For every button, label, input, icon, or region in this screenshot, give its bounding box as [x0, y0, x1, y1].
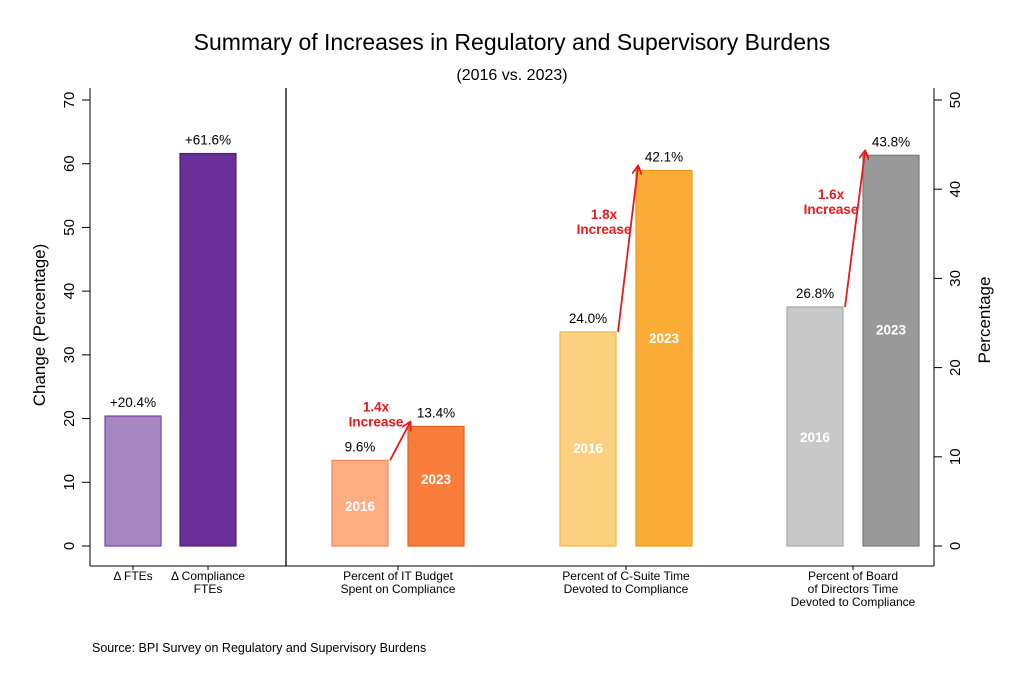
chart-subtitle: (2016 vs. 2023): [456, 67, 567, 84]
bar-year-label: 2023: [876, 323, 907, 338]
bar-compliance-fte: [179, 152, 237, 547]
bar-2016: [786, 306, 844, 547]
right-tick-label: 30: [947, 270, 964, 287]
left-axis-label: Change (Percentage): [30, 244, 49, 407]
right-tick-label: 10: [947, 448, 964, 465]
increase-annotation: 1.8x Increase: [577, 207, 632, 237]
bar-fte: [104, 415, 162, 547]
x-category-label: Percent of IT Budget Spent on Compliance: [341, 569, 456, 596]
left-tick-label: 60: [61, 155, 78, 172]
x-category-label: Δ Compliance FTEs: [171, 569, 245, 596]
x-category-label: Percent of C-Suite Time Devoted to Compli…: [562, 569, 690, 596]
bar-2023: [862, 154, 920, 547]
bar-year-label: 2023: [649, 331, 680, 346]
right-tick-label: 50: [947, 92, 964, 109]
bar-year-label: 2016: [345, 499, 376, 514]
bar-2016: [331, 459, 389, 547]
x-category-label: Δ FTEs: [113, 569, 152, 583]
right-tick-label: 0: [947, 542, 964, 550]
x-category-label: Percent of Board of Directors Time Devoted…: [791, 569, 916, 609]
plot-area: 0 10 20 30 40 50 60 70 Change (Percentage) 0 10 20 3…: [30, 88, 994, 609]
left-tick-label: 0: [61, 542, 78, 550]
right-tick-label: 20: [947, 359, 964, 376]
right-axis-label: Percentage: [975, 277, 994, 364]
left-tick-label: 70: [61, 92, 78, 109]
bar-year-label: 2016: [800, 430, 831, 445]
left-tick-label: 30: [61, 347, 78, 364]
right-tick-label: 40: [947, 181, 964, 198]
bar-value-label: 24.0%: [569, 311, 607, 326]
left-tick-label: 20: [61, 410, 78, 427]
bar-2023: [407, 425, 465, 547]
left-tick-label: 50: [61, 219, 78, 236]
increase-arrow: [389, 422, 410, 461]
bar-value-label: +61.6%: [185, 133, 231, 148]
bar-year-label: 2023: [421, 472, 452, 487]
bar-value-label: 42.1%: [645, 149, 683, 164]
increase-annotation: 1.6x Increase: [804, 187, 859, 217]
left-tick-label: 40: [61, 283, 78, 300]
bar-value-label: 13.4%: [417, 405, 455, 420]
bar-value-label: 26.8%: [796, 286, 834, 301]
increase-annotation: 1.4x Increase: [349, 399, 404, 429]
source-note: Source: BPI Survey on Regulatory and Sup…: [92, 641, 426, 655]
bar-2023: [635, 169, 693, 547]
increase-arrow: [844, 151, 865, 308]
bar-value-label: 9.6%: [345, 439, 376, 454]
chart-title: Summary of Increases in Regulatory and S…: [194, 29, 831, 55]
bar-2016: [559, 331, 617, 547]
bar-value-label: +20.4%: [110, 395, 156, 410]
increase-arrow: [617, 166, 638, 333]
left-tick-label: 10: [61, 474, 78, 491]
bar-year-label: 2016: [573, 441, 604, 456]
bar-value-label: 43.8%: [872, 134, 910, 149]
